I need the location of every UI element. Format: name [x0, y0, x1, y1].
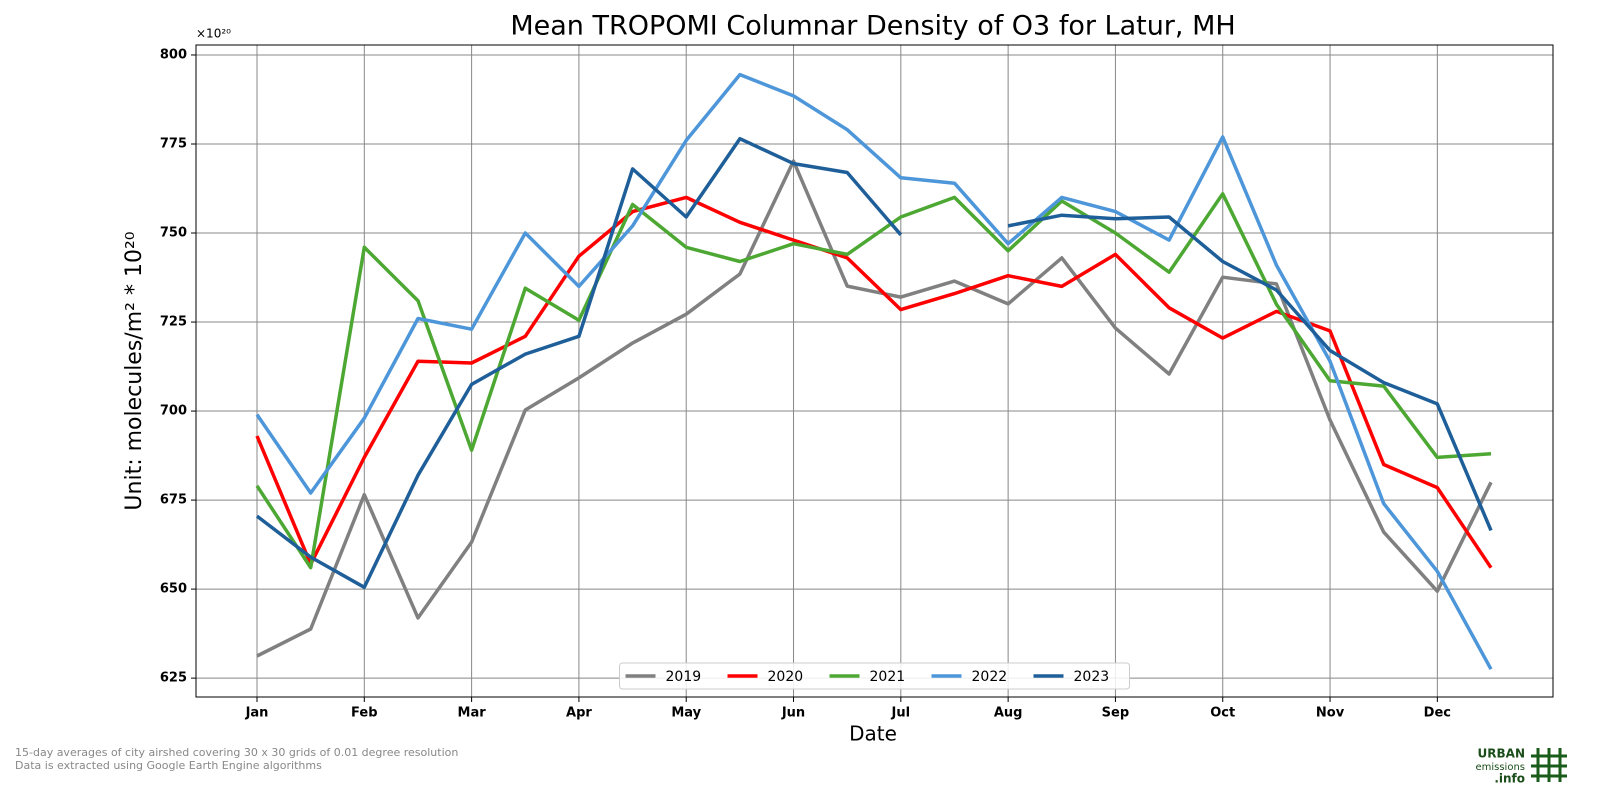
- y-tick-label: 800: [160, 47, 187, 62]
- x-tick-label: Jan: [245, 706, 269, 721]
- line-series: [255, 195, 1493, 569]
- y-tick-label: 625: [160, 671, 187, 686]
- logo-icon: [1531, 748, 1567, 782]
- y-tick-label: 650: [160, 582, 187, 597]
- x-tick-label: Dec: [1424, 706, 1451, 721]
- x-axis-label: Date: [849, 722, 897, 746]
- footnote: 15-day averages of city airshed covering…: [15, 746, 458, 759]
- line-series: [255, 136, 1493, 590]
- line-series: [255, 72, 1493, 671]
- line-series: [255, 192, 1492, 570]
- x-tick-label: Aug: [994, 706, 1023, 721]
- x-tick-label: Jul: [891, 706, 911, 721]
- x-tick-label: Mar: [458, 706, 487, 721]
- x-tick-label: Nov: [1316, 706, 1345, 721]
- x-tick-label: May: [671, 706, 701, 721]
- x-tick-label: Oct: [1210, 706, 1235, 721]
- logo-text: .info: [1494, 772, 1525, 786]
- legend-label: 2021: [870, 669, 906, 685]
- x-tick-label: Apr: [566, 706, 592, 721]
- x-tick-label: Feb: [351, 706, 377, 721]
- plot-frame: [195, 44, 1554, 698]
- legend-label: 2022: [972, 669, 1008, 685]
- legend-label: 2023: [1074, 669, 1110, 685]
- y-tick-label: 725: [160, 315, 187, 330]
- x-tick-label: Jun: [781, 706, 805, 721]
- legend-box: [619, 662, 1130, 690]
- y-offset-label: ×10²⁰: [196, 27, 231, 41]
- y-tick-label: 775: [160, 136, 187, 151]
- logo-text: URBAN: [1478, 747, 1525, 761]
- legend-label: 2020: [768, 669, 804, 685]
- y-tick-label: 700: [160, 404, 187, 419]
- legend-label: 2019: [666, 669, 702, 685]
- logo-text: emissions: [1475, 762, 1525, 773]
- x-tick-label: Sep: [1102, 706, 1130, 721]
- line-series: [256, 159, 1493, 658]
- y-axis-label: Unit: molecules/m² * 10²⁰: [122, 231, 147, 510]
- y-tick-label: 750: [160, 226, 187, 241]
- chart-title: Mean TROPOMI Columnar Density of O3 for …: [510, 11, 1235, 42]
- footnote: Data is extracted using Google Earth Eng…: [15, 759, 322, 772]
- y-tick-label: 675: [160, 493, 187, 508]
